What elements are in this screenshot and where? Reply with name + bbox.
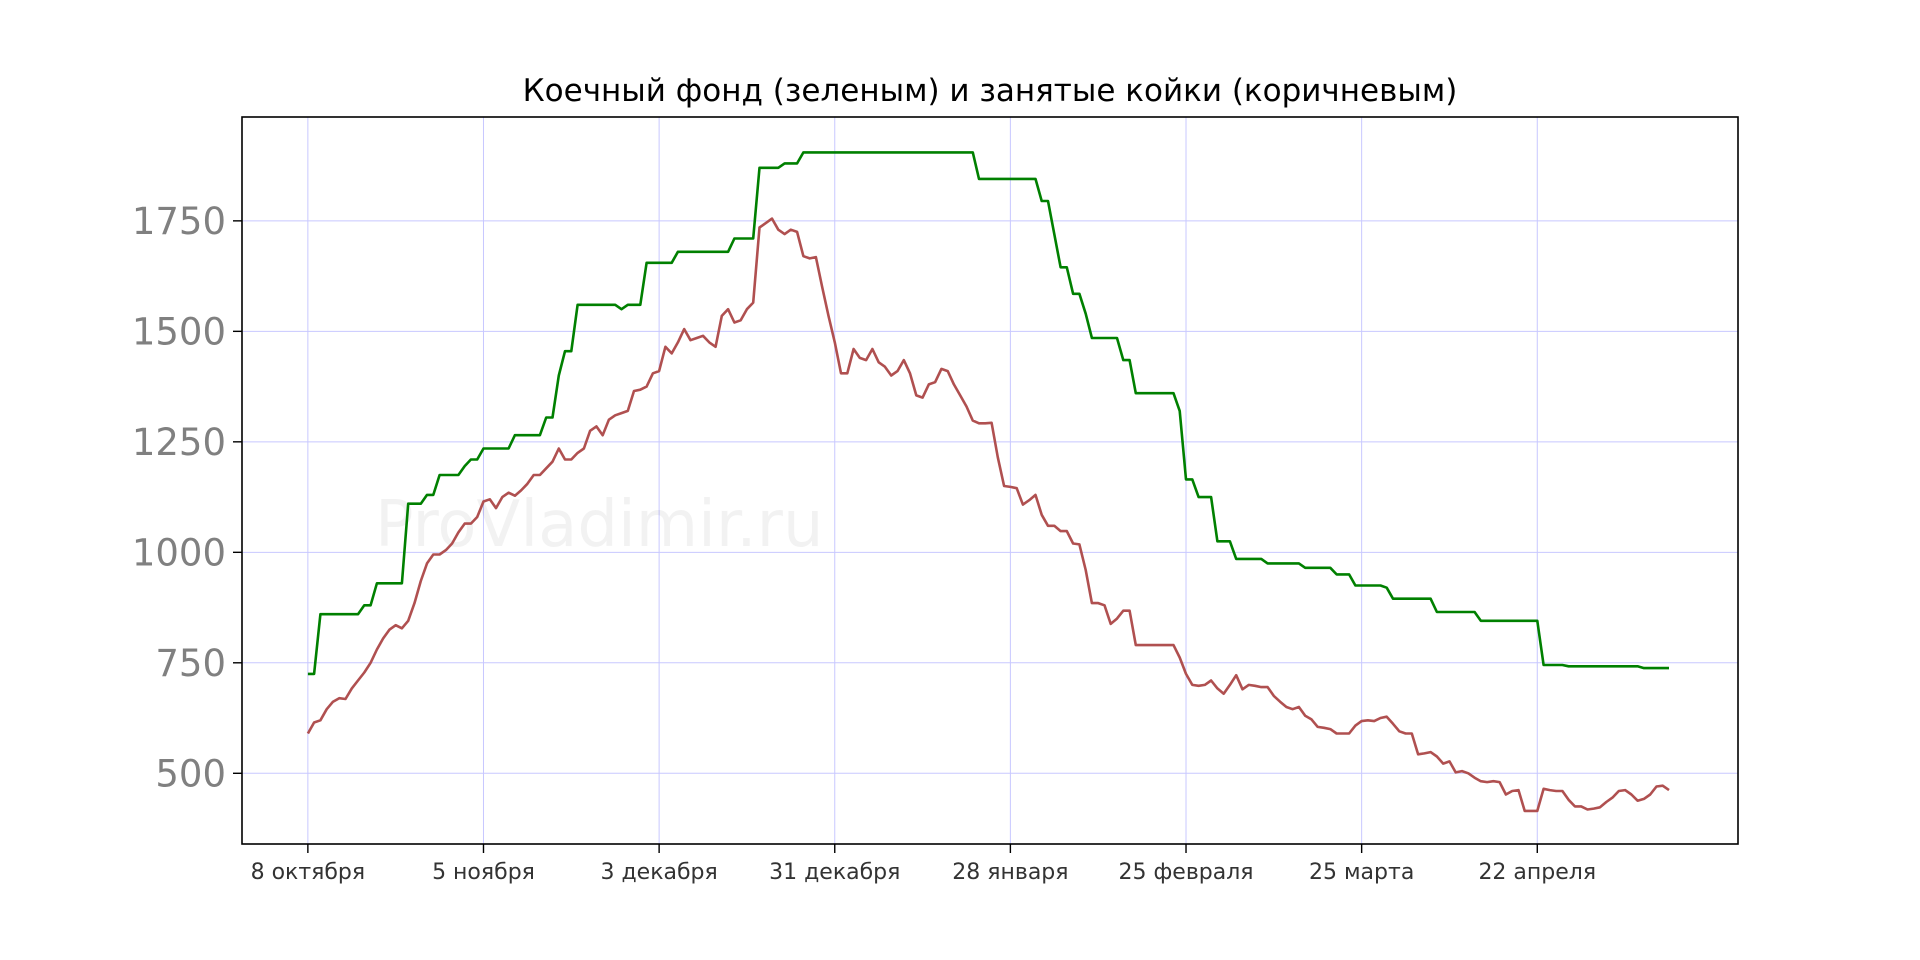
x-tick-label: 8 октября (251, 860, 366, 885)
y-axis: 500 750 1000 1250 1500 1750 (132, 200, 242, 795)
series-layer (306, 151, 1670, 813)
y-tick-label: 1750 (132, 200, 226, 243)
y-tick-label: 1000 (132, 531, 226, 574)
y-tick-label: 1500 (132, 310, 226, 353)
plot-frame (241, 116, 1739, 845)
x-tick-label: 31 декабря (769, 860, 900, 885)
x-tick-label: 25 марта (1309, 860, 1414, 885)
y-tick-label: 750 (155, 642, 226, 685)
series-line-1 (307, 151, 1669, 676)
chart-title: Коечный фонд (зеленым) и занятые койки (… (523, 73, 1458, 109)
y-tick-label: 1250 (132, 421, 226, 464)
x-tick-label: 22 апреля (1478, 860, 1596, 885)
x-tick-label: 25 февраля (1118, 860, 1253, 885)
x-tick-label: 28 января (952, 860, 1068, 885)
x-tick-label: 3 декабря (600, 860, 717, 885)
watermark: ProVladimir.ru (375, 488, 824, 562)
y-tick-label: 500 (155, 752, 226, 795)
x-axis: 8 октября 5 ноября 3 декабря 31 декабря 28 я… (251, 844, 1596, 885)
x-tick-label: 5 ноября (432, 860, 535, 885)
series-line-2 (306, 217, 1670, 813)
